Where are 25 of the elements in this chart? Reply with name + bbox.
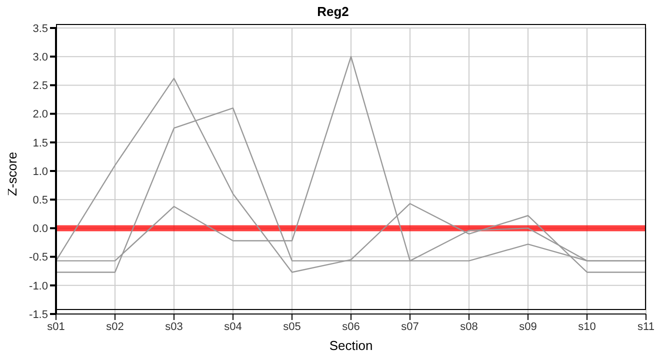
x-tick-label: s02	[106, 320, 124, 333]
y-tick-label: 0.5	[32, 194, 48, 207]
y-tick-label: -1.0	[29, 280, 48, 292]
x-tick-label: s03	[165, 320, 183, 333]
y-tick-label: 3.0	[32, 52, 48, 64]
y-axis-title: Z-score	[4, 152, 20, 196]
y-tick-label: -0.5	[29, 252, 48, 264]
y-tick-label: 3.5	[32, 22, 48, 35]
x-tick-label: s01	[47, 320, 65, 333]
y-tick-label: -1.5	[29, 308, 48, 321]
x-tick-label: s07	[401, 320, 419, 333]
y-tick-label: 2.5	[32, 80, 48, 92]
y-tick-label: 0.0	[32, 223, 48, 236]
chart-title: Reg2	[316, 4, 350, 21]
y-tick-label: 2.0	[32, 108, 48, 121]
y-tick-label: 1.5	[32, 137, 48, 150]
y-tick-label: 1.0	[32, 166, 48, 178]
x-tick-label: s08	[460, 320, 478, 333]
x-tick-label: s10	[578, 320, 596, 333]
x-tick-label: s09	[519, 320, 537, 333]
x-tick-label: s06	[342, 320, 360, 333]
x-tick-label: s04	[224, 320, 242, 333]
x-axis-title: Section	[329, 338, 373, 353]
x-tick-label: s11	[638, 320, 654, 333]
x-tick-label: s05	[283, 320, 301, 333]
